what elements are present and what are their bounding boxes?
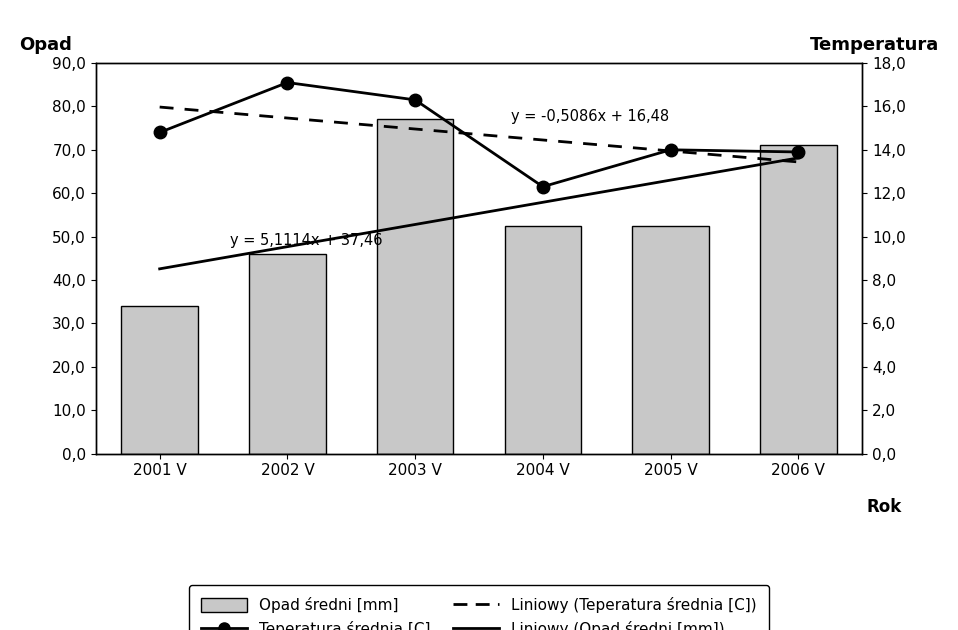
Bar: [505, 226, 582, 454]
Text: y = -0,5086x + 16,48: y = -0,5086x + 16,48: [511, 108, 669, 123]
Bar: [249, 254, 326, 454]
Text: Opad: Opad: [19, 35, 72, 54]
Text: Temperatura: Temperatura: [810, 35, 939, 54]
Bar: [376, 120, 453, 454]
Legend: Opad średni [mm], Teperatura średnia [C], Liniowy (Teperatura średnia [C]), Lini: Opad średni [mm], Teperatura średnia [C]…: [189, 585, 769, 630]
Bar: [122, 306, 198, 454]
Text: y = 5,1114x + 37,46: y = 5,1114x + 37,46: [230, 233, 382, 248]
Bar: [760, 146, 836, 454]
Bar: [632, 226, 709, 454]
Text: Rok: Rok: [867, 498, 902, 516]
